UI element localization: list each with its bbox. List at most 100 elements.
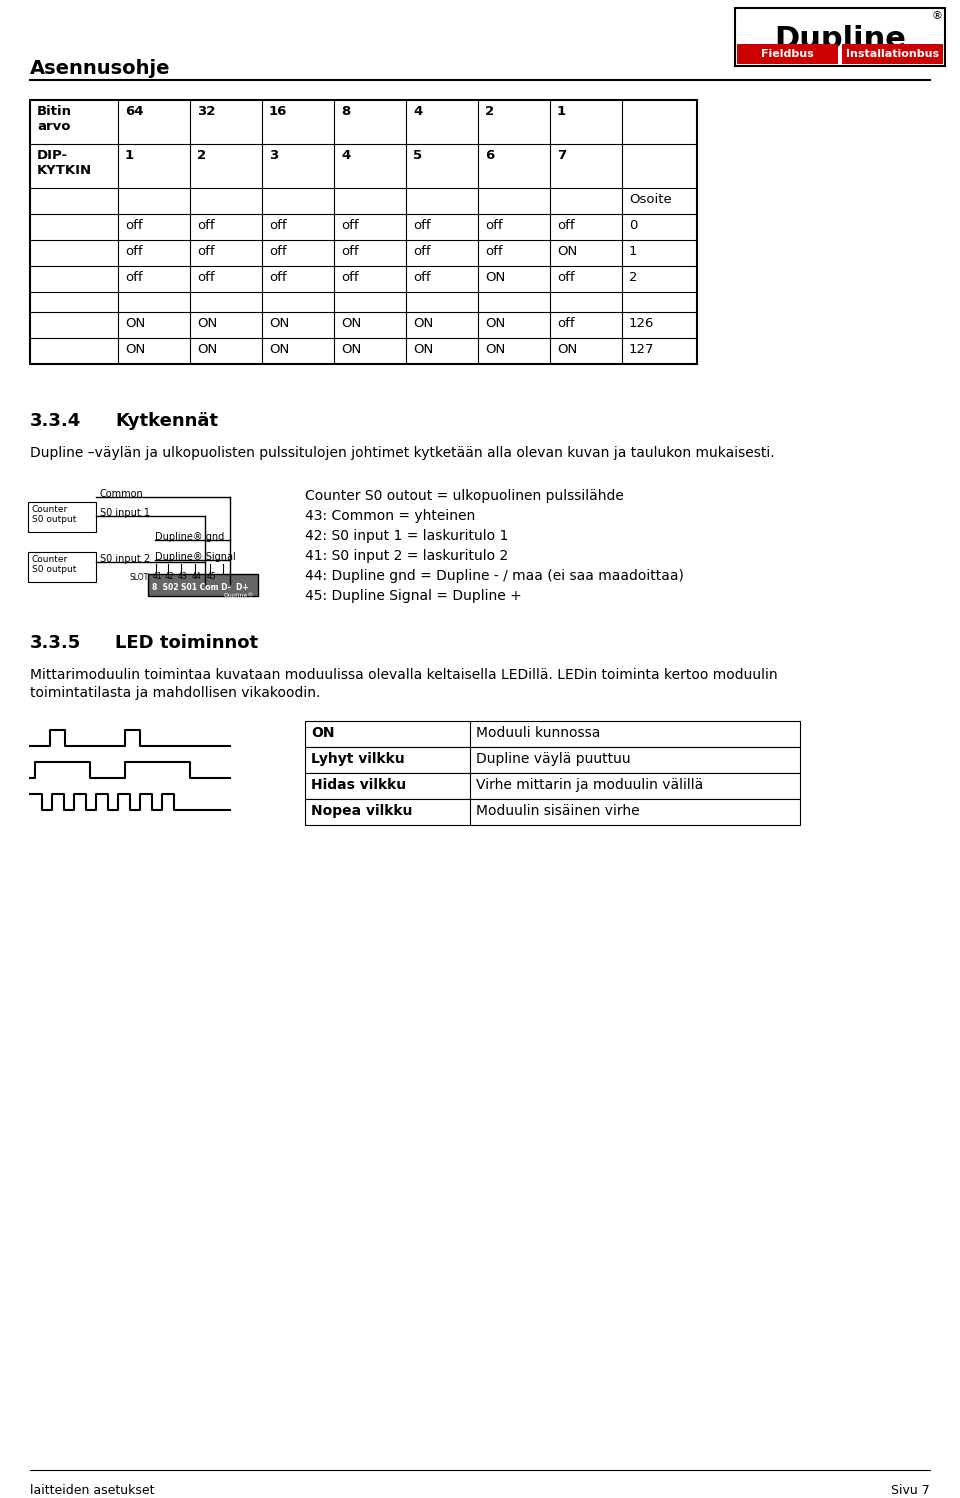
Text: 45: Dupline Signal = Dupline +: 45: Dupline Signal = Dupline + <box>305 589 521 604</box>
Text: 4: 4 <box>413 105 422 118</box>
Text: ON: ON <box>125 343 145 357</box>
Text: 3.3.4: 3.3.4 <box>30 412 82 430</box>
Bar <box>28 502 96 532</box>
Text: LED toiminnot: LED toiminnot <box>115 634 258 652</box>
Text: 44: Dupline gnd = Dupline - / maa (ei saa maadoittaa): 44: Dupline gnd = Dupline - / maa (ei sa… <box>305 569 684 583</box>
Text: 42: 42 <box>165 572 175 581</box>
Text: off: off <box>341 271 359 285</box>
Text: off: off <box>269 246 287 258</box>
Text: off: off <box>485 246 503 258</box>
Text: off: off <box>269 219 287 232</box>
Text: off: off <box>341 246 359 258</box>
Text: Mittarimoduulin toimintaa kuvataan moduulissa olevalla keltaisella LEDillä. LEDi: Mittarimoduulin toimintaa kuvataan moduu… <box>30 668 778 682</box>
Text: 64: 64 <box>125 105 143 118</box>
Text: 3.3.5: 3.3.5 <box>30 634 82 652</box>
Text: 43: 43 <box>178 572 188 581</box>
Text: 32: 32 <box>197 105 215 118</box>
Text: off: off <box>557 219 575 232</box>
Text: ON: ON <box>125 318 145 330</box>
Text: 45: 45 <box>207 572 217 581</box>
Text: Nopea vilkku: Nopea vilkku <box>311 804 413 818</box>
Text: 7: 7 <box>557 148 566 162</box>
Text: 16: 16 <box>269 105 287 118</box>
Text: ON: ON <box>485 343 505 357</box>
Text: 5: 5 <box>413 148 422 162</box>
Text: off: off <box>125 246 143 258</box>
Text: ON: ON <box>197 318 217 330</box>
Text: off: off <box>413 271 431 285</box>
Text: laitteiden asetukset: laitteiden asetukset <box>30 1485 155 1497</box>
Text: 1: 1 <box>557 105 566 118</box>
Text: ON: ON <box>485 271 505 285</box>
Text: 2: 2 <box>485 105 494 118</box>
Text: 42: S0 input 1 = laskuritulo 1: 42: S0 input 1 = laskuritulo 1 <box>305 529 509 542</box>
Text: 43: Common = yhteinen: 43: Common = yhteinen <box>305 509 475 523</box>
Text: Counter S0 outout = ulkopuolinen pulssilähde: Counter S0 outout = ulkopuolinen pulssil… <box>305 488 624 503</box>
Text: 1: 1 <box>125 148 134 162</box>
Text: off: off <box>125 219 143 232</box>
Text: SLOT: SLOT <box>130 574 149 583</box>
Text: ON: ON <box>311 727 334 740</box>
Text: ®: ® <box>931 10 943 21</box>
Text: Dupline väylä puuttuu: Dupline väylä puuttuu <box>476 752 631 765</box>
Text: S0 input 1: S0 input 1 <box>100 508 150 518</box>
Text: ON: ON <box>557 343 577 357</box>
Text: ON: ON <box>341 318 361 330</box>
Text: ON: ON <box>413 343 433 357</box>
Text: Dupline®: Dupline® <box>224 592 254 598</box>
Text: Counter
S0 output: Counter S0 output <box>32 505 77 524</box>
Text: Dupline® gnd: Dupline® gnd <box>155 532 225 542</box>
Text: 2: 2 <box>629 271 637 285</box>
Text: 0: 0 <box>629 219 637 232</box>
Text: off: off <box>413 246 431 258</box>
Text: off: off <box>557 318 575 330</box>
Text: 3: 3 <box>269 148 278 162</box>
Text: Kytkennät: Kytkennät <box>115 412 218 430</box>
Text: off: off <box>125 271 143 285</box>
Bar <box>842 43 943 64</box>
Text: ON: ON <box>557 246 577 258</box>
Text: Moduuli kunnossa: Moduuli kunnossa <box>476 727 600 740</box>
Text: DIP-
KYTKIN: DIP- KYTKIN <box>37 148 92 177</box>
Text: 8  S02 S01 Com D-  D+: 8 S02 S01 Com D- D+ <box>152 584 249 593</box>
Bar <box>305 721 800 748</box>
Bar <box>735 7 945 66</box>
Bar <box>30 100 697 364</box>
Text: Common: Common <box>100 488 144 499</box>
Text: Counter
S0 output: Counter S0 output <box>32 554 77 574</box>
Text: toimintatilasta ja mahdollisen vikakoodin.: toimintatilasta ja mahdollisen vikakoodi… <box>30 686 321 700</box>
Text: Installationbus: Installationbus <box>846 49 939 58</box>
Text: 44: 44 <box>192 572 202 581</box>
Text: ON: ON <box>269 318 289 330</box>
Text: 6: 6 <box>485 148 494 162</box>
Text: S0 input 2: S0 input 2 <box>100 554 150 565</box>
Text: 41: 41 <box>153 572 162 581</box>
Text: Virhe mittarin ja moduulin välillä: Virhe mittarin ja moduulin välillä <box>476 777 704 792</box>
Text: Moduulin sisäinen virhe: Moduulin sisäinen virhe <box>476 804 639 818</box>
Bar <box>737 43 838 64</box>
Bar <box>28 551 96 583</box>
Text: Hidas vilkku: Hidas vilkku <box>311 777 406 792</box>
Bar <box>305 773 800 798</box>
Text: Dupline® Signal: Dupline® Signal <box>155 551 236 562</box>
Text: off: off <box>413 219 431 232</box>
Text: 8: 8 <box>341 105 350 118</box>
Text: Fieldbus: Fieldbus <box>761 49 814 58</box>
Bar <box>148 574 258 596</box>
Text: ON: ON <box>485 318 505 330</box>
Bar <box>305 798 800 825</box>
Text: ON: ON <box>269 343 289 357</box>
Text: ON: ON <box>341 343 361 357</box>
Text: 127: 127 <box>629 343 655 357</box>
Text: off: off <box>557 271 575 285</box>
Text: Dupline –väylän ja ulkopuolisten pulssitulojen johtimet kytketään alla olevan ku: Dupline –väylän ja ulkopuolisten pulssit… <box>30 446 775 460</box>
Text: off: off <box>485 219 503 232</box>
Text: 2: 2 <box>197 148 206 162</box>
Text: ON: ON <box>197 343 217 357</box>
Text: ON: ON <box>413 318 433 330</box>
Text: off: off <box>197 219 215 232</box>
Text: 4: 4 <box>341 148 350 162</box>
Bar <box>305 748 800 773</box>
Text: Sivu 7: Sivu 7 <box>891 1485 930 1497</box>
Text: off: off <box>197 271 215 285</box>
